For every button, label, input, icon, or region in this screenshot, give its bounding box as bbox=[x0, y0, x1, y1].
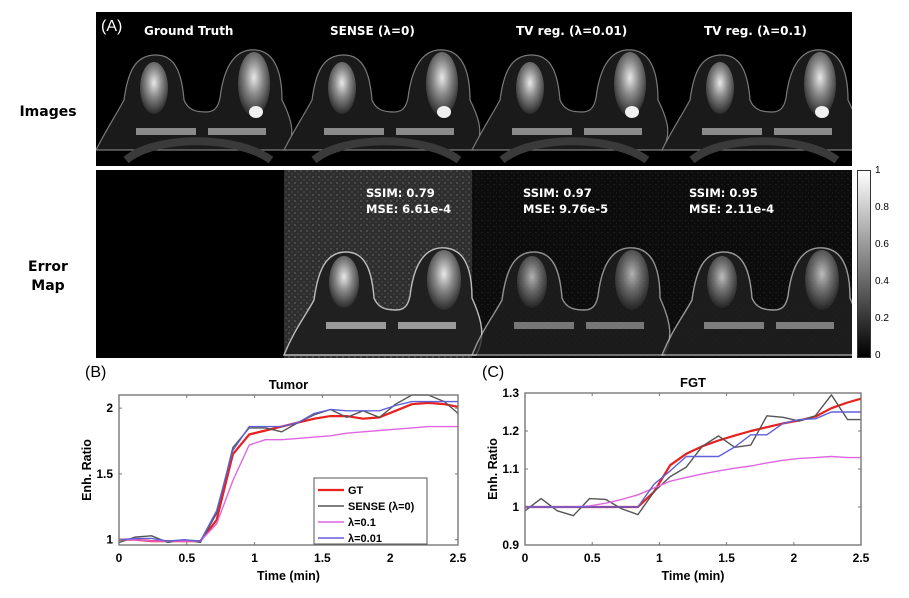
x-tick-label: 1.5 bbox=[718, 551, 735, 565]
series-line bbox=[525, 411, 861, 508]
colorbar-tick-1: 1 bbox=[875, 165, 881, 176]
legend-entry: SENSE (λ=0) bbox=[348, 501, 415, 513]
error-map-row-panel: SSIM: 0.79 MSE: 6.61e-4 SSIM: 0.97 MSE: … bbox=[96, 170, 852, 358]
series-line bbox=[525, 455, 861, 508]
y-tick-label: 1.5 bbox=[96, 467, 113, 481]
column-title-ground-truth: Ground Truth bbox=[144, 24, 234, 38]
metrics-tv-001: SSIM: 0.97 MSE: 9.76e-5 bbox=[523, 185, 608, 217]
x-tick-label: 2 bbox=[387, 551, 394, 565]
ssim-sense: SSIM: 0.79 bbox=[366, 186, 435, 200]
panel-b-label: (B) bbox=[85, 364, 107, 381]
tumor-chart: Tumor 0 0.5 1 1.5 2 2.5 1 1.5 2 Time (min) Enh. Rat… bbox=[80, 377, 467, 583]
series-line bbox=[524, 394, 861, 517]
x-tick-label: 2.5 bbox=[450, 551, 467, 565]
series-line bbox=[525, 397, 862, 509]
legend-entry: λ=0.1 bbox=[348, 517, 376, 529]
x-tick-label: 0 bbox=[522, 551, 529, 565]
x-tick-label: 0.5 bbox=[178, 551, 195, 565]
column-title-sense: SENSE (λ=0) bbox=[330, 24, 415, 38]
fgt-chart: FGT 0 0.5 1 1.5 2 2.5 0.9 1 1.1 1.2 1.3 Time (min) En… bbox=[486, 375, 870, 583]
ssim-tv-01: SSIM: 0.95 bbox=[689, 186, 758, 200]
x-tick-label: 1 bbox=[251, 551, 258, 565]
mse-tv-01: MSE: 2.11e-4 bbox=[689, 202, 775, 216]
y-tick-label: 1.3 bbox=[502, 386, 519, 400]
y-tick-label: 1 bbox=[106, 533, 113, 547]
chart-title: Tumor bbox=[269, 377, 308, 392]
x-tick-label: 0 bbox=[116, 551, 123, 565]
x-tick-label: 2 bbox=[790, 551, 797, 565]
x-axis-label: Time (min) bbox=[662, 569, 725, 583]
x-axis-label: Time (min) bbox=[257, 569, 320, 583]
ssim-tv-001: SSIM: 0.97 bbox=[523, 186, 592, 200]
column-title-tv-001: TV reg. (λ=0.01) bbox=[516, 24, 628, 38]
panel-a-label: (A) bbox=[101, 18, 123, 35]
metrics-tv-01: SSIM: 0.95 MSE: 2.11e-4 bbox=[689, 185, 774, 217]
mri-images bbox=[96, 12, 852, 166]
colorbar-tick-0.6: 0.6 bbox=[875, 239, 889, 250]
row-label-error-line1: Error bbox=[28, 259, 68, 275]
chart-legend: GT SENSE (λ=0) λ=0.1 λ=0.01 bbox=[313, 477, 428, 545]
x-tick-label: 2.5 bbox=[853, 551, 870, 565]
x-tick-label: 1.5 bbox=[314, 551, 331, 565]
chart-title: FGT bbox=[680, 375, 706, 390]
y-tick-label: 2 bbox=[106, 401, 113, 415]
plot-frame bbox=[524, 392, 862, 546]
y-axis-label: Enh. Ratio bbox=[80, 439, 94, 501]
images-row-panel: (A) Ground Truth SENSE (λ=0) TV reg. (λ=… bbox=[96, 12, 852, 166]
mse-tv-001: MSE: 9.76e-5 bbox=[523, 202, 609, 216]
legend-entry: GT bbox=[348, 485, 364, 497]
y-tick-label: 1.1 bbox=[502, 462, 519, 476]
row-label-error-line2: Map bbox=[31, 278, 65, 294]
panel-c-label: (C) bbox=[482, 364, 505, 381]
colorbar-tick-0.2: 0.2 bbox=[875, 313, 889, 324]
column-title-tv-01: TV reg. (λ=0.1) bbox=[704, 24, 807, 38]
row-label-error-map: Error Map bbox=[8, 258, 88, 296]
colorbar-tick-0: 0 bbox=[875, 350, 881, 361]
error-map-images bbox=[96, 170, 852, 358]
mse-sense: MSE: 6.61e-4 bbox=[366, 202, 452, 216]
legend-entry: λ=0.01 bbox=[348, 533, 382, 545]
metrics-sense: SSIM: 0.79 MSE: 6.61e-4 bbox=[366, 185, 451, 217]
row-label-images: Images bbox=[19, 104, 77, 120]
y-tick-label: 0.9 bbox=[502, 538, 519, 552]
y-axis-label: Enh. Ratio bbox=[486, 438, 500, 500]
colorbar-tick-0.4: 0.4 bbox=[875, 276, 889, 287]
series-line bbox=[118, 400, 458, 542]
colorbar bbox=[857, 170, 871, 358]
y-tick-label: 1 bbox=[512, 500, 519, 514]
y-tick-label: 1.2 bbox=[502, 424, 519, 438]
colorbar-tick-0.8: 0.8 bbox=[875, 202, 889, 213]
x-tick-label: 0.5 bbox=[584, 551, 601, 565]
x-tick-label: 1 bbox=[656, 551, 663, 565]
plot-frame bbox=[118, 394, 459, 546]
